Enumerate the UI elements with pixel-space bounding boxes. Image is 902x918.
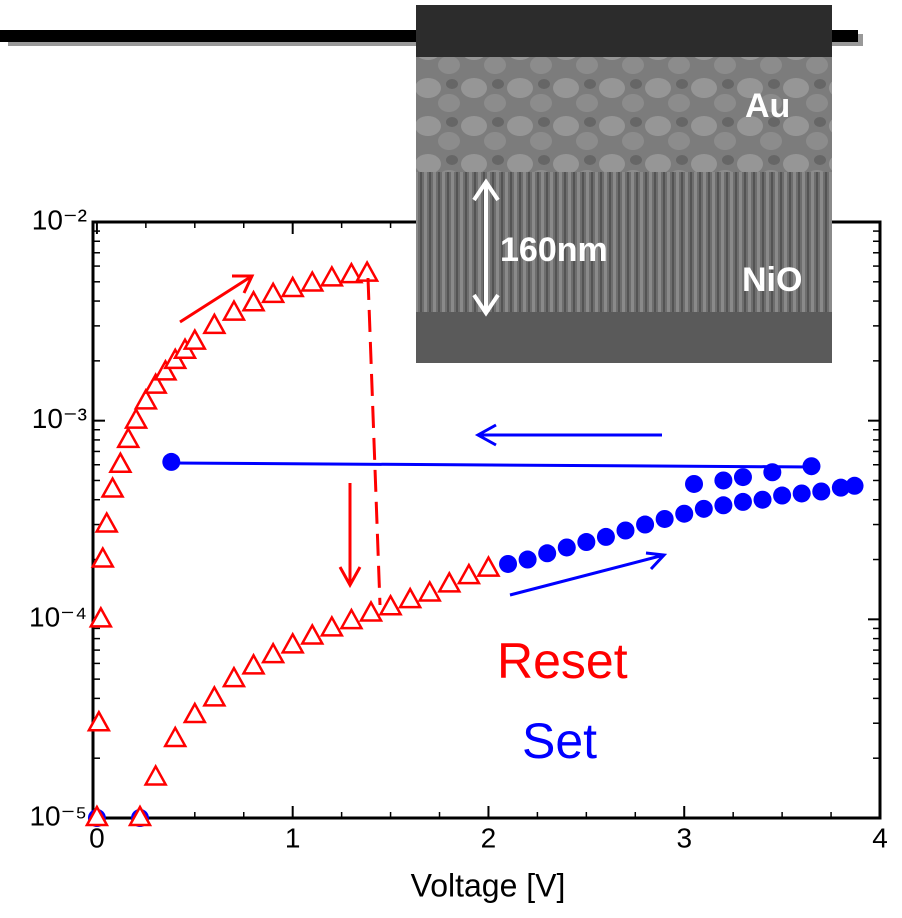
arrow	[340, 483, 360, 585]
inset-label: 160nm	[500, 231, 608, 269]
y-tick-label: 10⁻⁴	[29, 602, 87, 633]
data-point	[734, 468, 752, 486]
data-point	[97, 514, 117, 532]
data-point	[103, 479, 123, 497]
data-point	[185, 331, 205, 349]
x-tick-label: 3	[676, 822, 692, 853]
data-point	[439, 573, 459, 591]
x-axis-title: Voltage [V]	[411, 867, 566, 903]
data-point	[459, 565, 479, 583]
data-point	[558, 538, 576, 556]
data-point	[302, 273, 322, 291]
data-point	[793, 484, 811, 502]
legend-entry: Reset	[497, 633, 628, 689]
data-point	[597, 528, 615, 546]
x-tick-label: 0	[89, 822, 105, 853]
data-point	[322, 617, 342, 635]
inset-image: Au NiO 160nm	[416, 5, 832, 363]
data-point	[165, 728, 185, 746]
data-point	[420, 582, 440, 600]
data-point	[381, 596, 401, 614]
set-jump-line	[171, 463, 813, 467]
x-tick-label: 1	[285, 822, 301, 853]
legend-entry: Set	[522, 713, 597, 769]
data-point	[773, 487, 791, 505]
data-point	[322, 267, 342, 285]
data-point	[341, 610, 361, 628]
data-point	[118, 429, 138, 447]
data-point	[263, 284, 283, 302]
data-point	[357, 263, 377, 281]
data-point	[636, 516, 654, 534]
data-point	[656, 510, 674, 528]
data-point	[302, 625, 322, 643]
data-point	[616, 521, 634, 539]
data-point	[146, 766, 166, 784]
data-point	[185, 704, 205, 722]
data-point	[283, 634, 303, 652]
data-point	[204, 687, 224, 705]
data-point	[224, 302, 244, 320]
data-point	[263, 644, 283, 662]
data-point	[126, 410, 146, 428]
data-point	[361, 602, 381, 620]
data-point	[110, 454, 130, 472]
data-point	[204, 315, 224, 333]
reset-drop-line	[368, 278, 380, 605]
data-point	[93, 549, 113, 567]
data-point	[734, 493, 752, 511]
x-tick-label: 4	[872, 822, 888, 853]
x-tick-label: 2	[481, 822, 497, 853]
data-point	[538, 544, 556, 562]
y-tick-label: 10⁻⁵	[29, 800, 87, 831]
data-point	[675, 505, 693, 523]
data-point	[224, 668, 244, 686]
data-point	[478, 558, 498, 576]
data-point	[244, 292, 264, 310]
inset-label: NiO	[742, 261, 802, 299]
data-point	[695, 500, 713, 518]
data-point	[812, 483, 830, 501]
data-point	[244, 655, 264, 673]
data-point	[714, 471, 732, 489]
data-point	[846, 477, 864, 495]
data-point	[714, 496, 732, 514]
data-point	[400, 589, 420, 607]
data-point	[685, 475, 703, 493]
data-point	[519, 551, 537, 569]
y-tick-label: 10⁻²	[32, 204, 87, 235]
y-tick-label: 10⁻³	[32, 403, 87, 434]
data-point	[577, 533, 595, 551]
data-point	[754, 491, 772, 509]
inset-label: Au	[745, 87, 790, 125]
chart: 0 1 2 3 4 10⁻⁵ 10⁻⁴ 10⁻³ 10⁻²	[0, 0, 902, 918]
arrow	[478, 425, 662, 445]
data-point	[283, 278, 303, 296]
data-point	[499, 555, 517, 573]
